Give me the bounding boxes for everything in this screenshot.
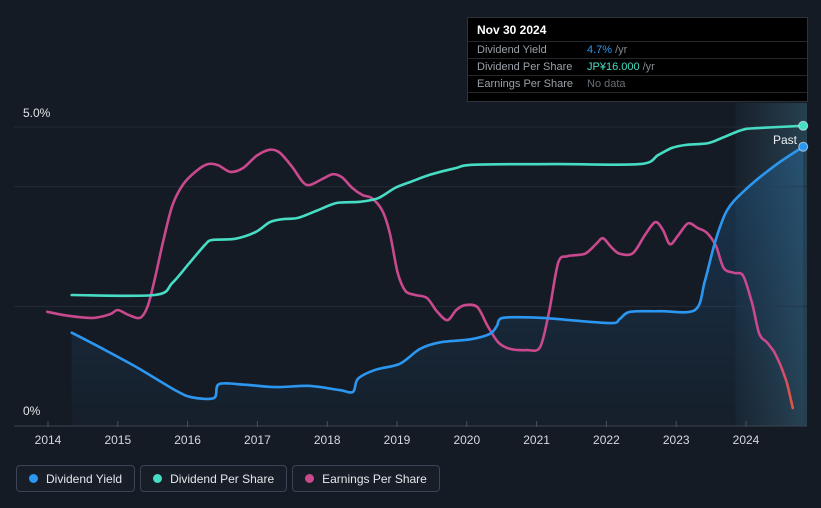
x-axis-label: 2024 bbox=[733, 433, 760, 447]
dividend-yield-area bbox=[71, 146, 804, 426]
y-axis-label-bottom: 0% bbox=[23, 404, 41, 418]
x-axis-label: 2023 bbox=[663, 433, 690, 447]
tooltip-row-earnings-per-share: Earnings Per Share No data bbox=[468, 76, 807, 93]
series-end-marker bbox=[798, 120, 809, 131]
dividend-yield-dot-icon bbox=[29, 474, 38, 483]
x-axis-label: 2015 bbox=[104, 433, 131, 447]
earnings-per-share-line-tail bbox=[772, 350, 795, 410]
dividend-per-share-line bbox=[70, 124, 805, 298]
tooltip-label: Dividend Yield bbox=[477, 44, 547, 56]
x-axis-label: 2016 bbox=[174, 433, 201, 447]
chart-tooltip: Nov 30 2024 Dividend Yield 4.7% /yr Divi… bbox=[467, 17, 808, 102]
dividend-yield-line bbox=[70, 145, 805, 401]
dividend-per-share-dot-icon bbox=[153, 474, 163, 483]
past-region-label: Past bbox=[772, 133, 797, 147]
tooltip-value: 4.7% bbox=[587, 44, 613, 56]
tooltip-date: Nov 30 2024 bbox=[468, 18, 807, 42]
tooltip-footer bbox=[468, 93, 807, 101]
legend-label: Dividend Per Share bbox=[170, 471, 275, 486]
earnings-per-share-line bbox=[46, 148, 776, 353]
x-axis-label: 2021 bbox=[523, 433, 550, 447]
chart-legend: Dividend Yield Dividend Per Share Earnin… bbox=[16, 465, 440, 492]
y-axis-label-top: 5.0% bbox=[23, 106, 51, 120]
x-axis-label: 2022 bbox=[593, 433, 620, 447]
tooltip-value-suffix: /yr bbox=[615, 44, 628, 56]
x-axis-label: 2020 bbox=[453, 433, 480, 447]
earnings-per-share-dot-icon bbox=[305, 474, 315, 483]
tooltip-value: JP¥16.000 bbox=[587, 61, 640, 73]
tooltip-row-dividend-yield: Dividend Yield 4.7% /yr bbox=[468, 42, 807, 59]
tooltip-row-dividend-per-share: Dividend Per Share JP¥16.000 /yr bbox=[468, 59, 807, 76]
legend-item-dividend-per-share[interactable]: Dividend Per Share bbox=[140, 465, 288, 492]
x-axis-label: 2018 bbox=[314, 433, 341, 447]
legend-item-dividend-yield[interactable]: Dividend Yield bbox=[16, 465, 136, 492]
tooltip-label: Dividend Per Share bbox=[477, 61, 573, 73]
x-axis-label: 2017 bbox=[244, 433, 271, 447]
tooltip-value: No data bbox=[587, 78, 626, 90]
x-axis-label: 2019 bbox=[384, 433, 411, 447]
legend-label: Earnings Per Share bbox=[322, 471, 427, 486]
tooltip-value-suffix: /yr bbox=[642, 61, 655, 73]
x-axis-label: 2014 bbox=[35, 433, 62, 447]
legend-label: Dividend Yield bbox=[46, 471, 123, 486]
tooltip-label: Earnings Per Share bbox=[477, 78, 573, 90]
series-end-marker bbox=[798, 141, 809, 152]
legend-item-earnings-per-share[interactable]: Earnings Per Share bbox=[292, 465, 440, 492]
